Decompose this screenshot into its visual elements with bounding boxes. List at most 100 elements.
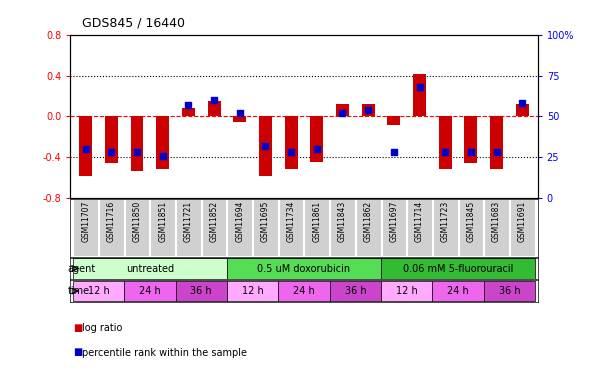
Bar <box>227 280 278 302</box>
Bar <box>381 258 535 279</box>
Bar <box>285 116 298 170</box>
Bar <box>73 280 124 302</box>
Text: GSM11845: GSM11845 <box>466 201 475 242</box>
Bar <box>381 200 406 256</box>
Bar <box>413 74 426 116</box>
Bar <box>356 200 381 256</box>
Point <box>183 102 193 108</box>
Text: 0.5 uM doxorubicin: 0.5 uM doxorubicin <box>257 264 351 273</box>
Bar <box>279 200 304 256</box>
Bar <box>362 104 375 116</box>
Text: 36 h: 36 h <box>499 286 520 296</box>
Point <box>415 84 425 90</box>
Bar <box>336 104 349 116</box>
Text: GSM11852: GSM11852 <box>210 201 219 242</box>
Text: GSM11691: GSM11691 <box>518 201 527 242</box>
Bar <box>182 108 195 116</box>
Text: GSM11850: GSM11850 <box>133 201 142 242</box>
Bar <box>175 280 227 302</box>
Bar <box>516 104 529 116</box>
Text: 24 h: 24 h <box>293 286 315 296</box>
Bar <box>485 200 509 256</box>
Text: agent: agent <box>68 264 96 273</box>
Text: percentile rank within the sample: percentile rank within the sample <box>82 348 247 357</box>
Text: 36 h: 36 h <box>345 286 366 296</box>
Bar <box>310 116 323 162</box>
Text: 24 h: 24 h <box>139 286 161 296</box>
Text: 12 h: 12 h <box>87 286 109 296</box>
Point <box>518 100 527 106</box>
Bar <box>484 280 535 302</box>
Bar <box>439 116 452 170</box>
Text: ■: ■ <box>73 348 82 357</box>
Point <box>312 146 322 152</box>
Point <box>132 149 142 155</box>
Text: GSM11862: GSM11862 <box>364 201 373 242</box>
Text: GSM11697: GSM11697 <box>389 201 398 242</box>
Text: GSM11683: GSM11683 <box>492 201 501 242</box>
Bar <box>490 116 503 170</box>
Bar <box>381 280 433 302</box>
Bar <box>233 116 246 122</box>
Bar <box>150 200 175 256</box>
Point <box>364 107 373 113</box>
Bar <box>227 258 381 279</box>
Bar <box>208 101 221 116</box>
Bar <box>330 200 355 256</box>
Text: 0.06 mM 5-fluorouracil: 0.06 mM 5-fluorouracil <box>403 264 513 273</box>
Text: 12 h: 12 h <box>242 286 263 296</box>
Text: untreated: untreated <box>126 264 174 273</box>
Point <box>492 149 502 155</box>
Text: GSM11721: GSM11721 <box>184 201 193 242</box>
Text: GSM11707: GSM11707 <box>81 201 90 242</box>
Bar <box>176 200 201 256</box>
Point <box>158 153 167 159</box>
Text: GSM11723: GSM11723 <box>441 201 450 242</box>
Text: ■: ■ <box>73 323 82 333</box>
Bar <box>407 200 432 256</box>
Text: 24 h: 24 h <box>447 286 469 296</box>
Point <box>81 146 90 152</box>
Bar <box>253 200 278 256</box>
Bar <box>330 280 381 302</box>
Bar <box>124 280 175 302</box>
Bar <box>125 200 149 256</box>
Text: GSM11734: GSM11734 <box>287 201 296 242</box>
Text: GSM11695: GSM11695 <box>261 201 270 242</box>
Bar <box>227 200 252 256</box>
Text: GSM11716: GSM11716 <box>107 201 116 242</box>
Bar <box>131 116 144 171</box>
Bar <box>304 200 329 256</box>
Bar <box>202 200 227 256</box>
Bar <box>278 280 330 302</box>
Bar <box>73 200 98 256</box>
Text: GSM11694: GSM11694 <box>235 201 244 242</box>
Point <box>466 149 476 155</box>
Bar <box>464 116 477 164</box>
Bar <box>259 116 272 176</box>
Bar <box>105 116 118 164</box>
Bar <box>433 200 458 256</box>
Point <box>389 149 399 155</box>
Point <box>286 149 296 155</box>
Point <box>441 149 450 155</box>
Bar <box>510 200 535 256</box>
Bar <box>459 200 483 256</box>
Bar <box>99 200 123 256</box>
Bar <box>73 258 227 279</box>
Point <box>209 97 219 103</box>
Bar <box>387 116 400 124</box>
Text: time: time <box>68 286 90 296</box>
Text: GSM11861: GSM11861 <box>312 201 321 242</box>
Bar <box>156 116 169 170</box>
Point <box>260 143 270 149</box>
Point <box>338 110 348 116</box>
Bar <box>433 280 484 302</box>
Point <box>235 110 244 116</box>
Text: GSM11843: GSM11843 <box>338 201 347 242</box>
Bar <box>79 116 92 176</box>
Text: GDS845 / 16440: GDS845 / 16440 <box>82 16 186 29</box>
Text: log ratio: log ratio <box>82 323 123 333</box>
Text: GSM11851: GSM11851 <box>158 201 167 242</box>
Text: 36 h: 36 h <box>191 286 212 296</box>
